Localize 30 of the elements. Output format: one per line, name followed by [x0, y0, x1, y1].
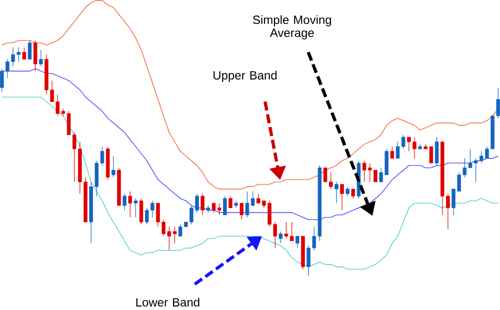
- candlestick: [340, 184, 344, 211]
- candlestick: [22, 47, 26, 60]
- candlestick: [250, 191, 255, 206]
- candlestick: [468, 148, 472, 168]
- candlestick: [128, 191, 132, 218]
- candlestick: [33, 40, 38, 72]
- candlestick: [112, 156, 116, 178]
- candlestick: [284, 222, 288, 239]
- candlestick: [290, 222, 294, 242]
- candlestick: [351, 188, 356, 199]
- candlestick: [39, 50, 43, 67]
- candlestick: [134, 198, 138, 218]
- annotation: Upper Band: [214, 70, 277, 82]
- text: Lower Band: [136, 298, 200, 307]
- candlestick: [296, 236, 300, 248]
- candlestick: [278, 231, 283, 244]
- candlestick: [240, 202, 244, 220]
- candlestick: [334, 182, 338, 204]
- candlestick: [28, 40, 32, 60]
- candlestick: [434, 136, 439, 166]
- candlestick: [390, 146, 394, 159]
- candlestick: [228, 196, 232, 208]
- candlestick: [200, 193, 204, 216]
- text: Simple Moving Average: [253, 15, 332, 40]
- candlestick: [234, 200, 238, 208]
- candlestick: [346, 186, 350, 196]
- candlestick: [223, 196, 227, 216]
- candlestick: [122, 193, 126, 211]
- candlestick: [245, 191, 250, 218]
- candlestick: [139, 198, 144, 225]
